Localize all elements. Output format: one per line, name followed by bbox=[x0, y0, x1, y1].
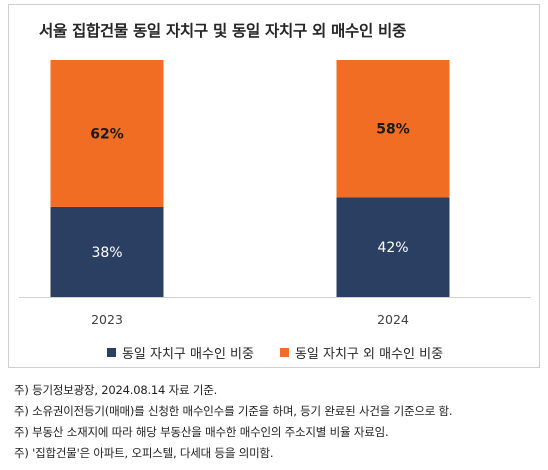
chart-title: 서울 집합건물 동일 자치구 및 동일 자치구 외 매수인 비중 bbox=[39, 22, 406, 40]
legend: 동일 자치구 매수인 비중 동일 자치구 외 매수인 비중 bbox=[9, 343, 541, 362]
legend-item-other-district: 동일 자치구 외 매수인 비중 bbox=[279, 343, 444, 362]
data-label-2024-series-0: 42% bbox=[377, 240, 408, 256]
x-tick-label-2023: 2023 bbox=[91, 312, 123, 327]
legend-swatch-other-district bbox=[279, 348, 289, 357]
legend-swatch-same-district bbox=[106, 348, 116, 357]
footnote-source: 주) 등기정보광장, 2024.08.14 자료 기준. bbox=[14, 383, 218, 397]
footnote-basis: 주) 소유권이전등기(매매)를 신청한 매수인수를 기준을 하며, 등기 완료된… bbox=[14, 404, 453, 418]
legend-label-same-district: 동일 자치구 매수인 비중 bbox=[121, 347, 254, 362]
chart-frame: 서울 집합건물 동일 자치구 및 동일 자치구 외 매수인 비중 38% 62% 2… bbox=[8, 4, 540, 368]
bar-2023-series-0 bbox=[50, 206, 164, 297]
data-label-2023-series-1: 62% bbox=[90, 126, 124, 142]
footnote-address: 주) 부동산 소재지에 따라 해당 부동산을 매수한 매수인의 주소지별 비율 … bbox=[14, 425, 389, 439]
bar-2024-series-0 bbox=[336, 197, 450, 297]
data-label-2023-series-0: 38% bbox=[91, 245, 122, 261]
bar-2023-series-1 bbox=[50, 60, 164, 207]
data-label-2024-series-1: 58% bbox=[376, 122, 410, 138]
stacked-bar-chart: 38% 62% 2023 42% 58% 2024 bbox=[19, 60, 531, 327]
footnote-definition: 주) '집합건물'은 아파트, 오피스텔, 다세대 등을 의미함. bbox=[14, 446, 274, 460]
footnotes: 주) 등기정보광장, 2024.08.14 자료 기준. 주) 소유권이전등기(… bbox=[14, 380, 453, 464]
bar-2024-series-1 bbox=[336, 60, 450, 198]
x-tick-label-2024: 2024 bbox=[377, 312, 409, 327]
legend-item-same-district: 동일 자치구 매수인 비중 bbox=[106, 343, 254, 362]
legend-label-other-district: 동일 자치구 외 매수인 비중 bbox=[294, 347, 444, 362]
